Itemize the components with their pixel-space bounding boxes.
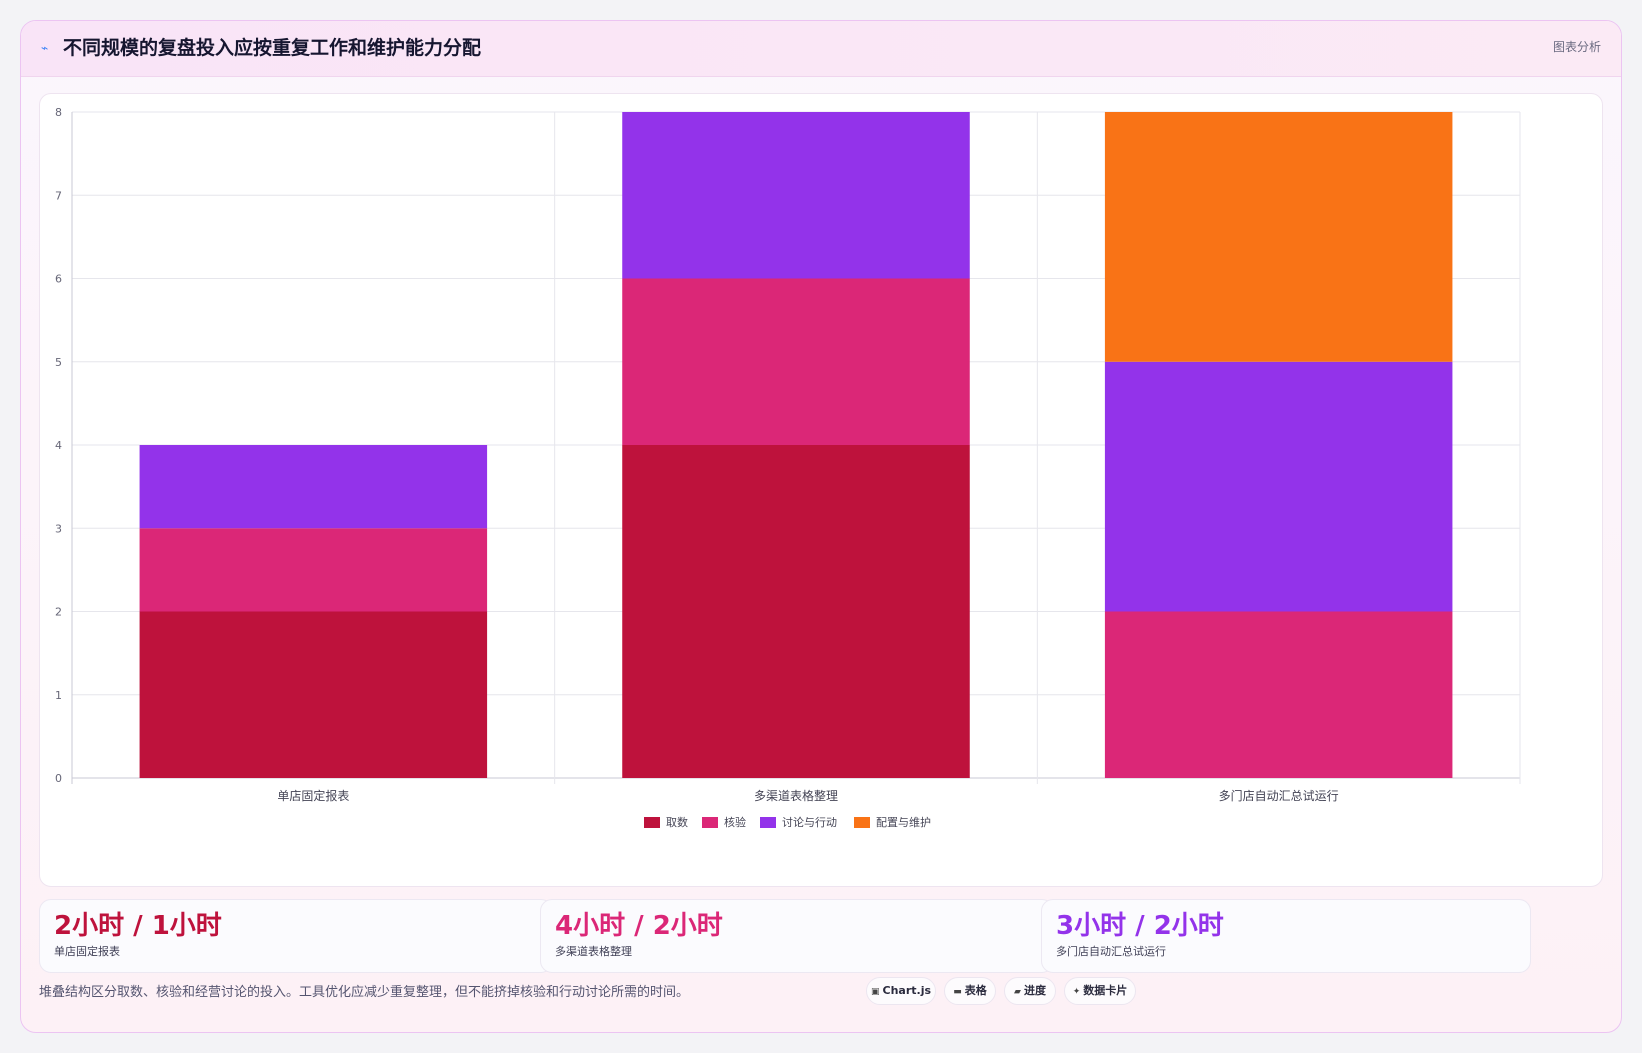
stat-label: 多渠道表格整理 [555, 945, 632, 958]
y-tick-label: 3 [55, 522, 62, 535]
chip-label: 进度 [1023, 984, 1046, 997]
y-tick-label: 8 [55, 106, 62, 119]
chip-data-card[interactable]: ✦ 数据卡片 [1064, 977, 1136, 1005]
legend-label: 讨论与行动 [782, 815, 837, 829]
card-icon: ✦ [1072, 987, 1081, 997]
legend-swatch [644, 817, 660, 828]
x-tick-label: 多门店自动汇总试运行 [1219, 788, 1339, 803]
bar-segment [1104, 361, 1453, 612]
page-title: 不同规模的复盘投入应按重复工作和维护能力分配 [63, 37, 482, 59]
bar-segment [139, 528, 488, 612]
bar-segment [622, 278, 970, 445]
legend-label: 取数 [666, 816, 688, 829]
legend-swatch [760, 817, 776, 828]
legend-swatch [702, 817, 718, 828]
x-tick-label: 单店固定报表 [277, 788, 349, 803]
bar-segment [622, 112, 970, 279]
stat-value: 3小时 / 2小时 [1056, 911, 1224, 941]
chart-line-icon: ⌁ [41, 41, 49, 55]
stat-card-multi-channel: 4小时 / 2小时 多渠道表格整理 [540, 899, 1054, 973]
bar-segment [1104, 611, 1453, 778]
stat-label: 单店固定报表 [54, 945, 120, 958]
stat-card-single-store: 2小时 / 1小时 单店固定报表 [39, 899, 553, 973]
stat-value: 4小时 / 2小时 [555, 911, 723, 941]
y-tick-label: 1 [55, 689, 62, 702]
footer-note: 堆叠结构区分取数、核验和经营讨论的投入。工具优化应减少重复整理，但不能挤掉核验和… [39, 985, 690, 1000]
legend-label: 核验 [724, 815, 746, 829]
y-tick-label: 0 [55, 772, 62, 785]
chart-panel: 0 1 2 3 4 5 6 7 8 单店固定报表 多渠道表格整理 多门店自动汇总试运行取数 核验 讨论与行… [39, 93, 1603, 887]
stat-value: 2小时 / 1小时 [54, 911, 222, 941]
bar-segment [622, 445, 970, 778]
stat-card-multi-store: 3小时 / 2小时 多门店自动汇总试运行 [1041, 899, 1531, 973]
chip-chartjs[interactable]: ▣ Chart.js [866, 977, 936, 1005]
chart-card: ⌁ 不同规模的复盘投入应按重复工作和维护能力分配 图表分析 0 1 2 3 4 5 6 7 8 单… [20, 20, 1622, 1033]
stat-label: 多门店自动汇总试运行 [1056, 945, 1166, 958]
chip-table[interactable]: ▬ 表格 [944, 977, 996, 1005]
y-tick-label: 2 [55, 606, 62, 619]
chip-progress[interactable]: ▰ 进度 [1004, 977, 1056, 1005]
x-tick-label: 多渠道表格整理 [754, 788, 838, 803]
chart-icon: ▣ [870, 987, 880, 997]
y-tick-label: 7 [55, 189, 62, 202]
chart-analysis-tag: 图表分析 [1552, 40, 1601, 54]
chip-label: 数据卡片 [1083, 984, 1128, 997]
chip-label: Chart.js [882, 984, 932, 997]
table-icon: ▬ [953, 987, 962, 997]
progress-icon: ▰ [1014, 987, 1021, 997]
stat-cards: 2小时 / 1小时 单店固定报表 4小时 / 2小时 多渠道表格整理 3小时 /… [39, 899, 1603, 973]
y-tick-label: 5 [55, 356, 62, 369]
legend-swatch [854, 817, 870, 828]
bar-segment [139, 445, 488, 529]
bar-segment [1104, 112, 1453, 362]
y-tick-label: 6 [55, 273, 62, 286]
bar-segment [139, 611, 488, 778]
legend-label: 配置与维护 [876, 815, 931, 829]
chip-label: 表格 [964, 984, 987, 997]
y-tick-label: 4 [55, 439, 62, 452]
card-header: ⌁ 不同规模的复盘投入应按重复工作和维护能力分配 图表分析 [21, 21, 1621, 77]
